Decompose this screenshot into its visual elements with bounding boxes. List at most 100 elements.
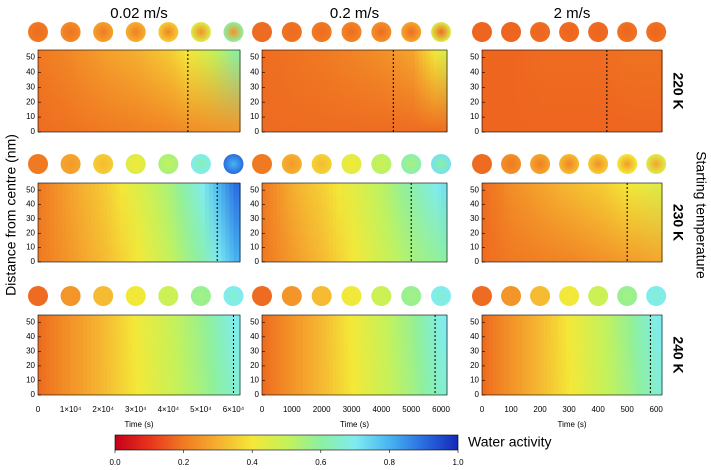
heatmap-strip	[659, 183, 661, 262]
particle	[341, 286, 362, 306]
heatmap-strip	[217, 183, 222, 262]
heatmap-strip	[518, 183, 523, 262]
heatmap-strip	[288, 183, 293, 262]
heatmap-strip	[200, 183, 206, 262]
heatmap-strip	[485, 183, 490, 262]
x-tick-label: 200	[533, 405, 547, 414]
y-axis-label: Distance from centre (nm)	[3, 134, 19, 296]
particle	[158, 286, 179, 306]
heatmap-strip	[525, 183, 530, 262]
y-tick-label: 50	[26, 53, 35, 62]
heatmap-strip	[238, 183, 240, 262]
heatmap-strip	[437, 183, 442, 262]
heatmap-strip	[235, 183, 237, 262]
y-tick-label: 0	[475, 257, 480, 266]
heatmap-strip	[265, 50, 271, 132]
x-axis-label: Time (s)	[124, 420, 153, 429]
heatmap-strip	[652, 315, 657, 395]
heatmap-strip	[291, 315, 297, 395]
heatmap-strip	[503, 183, 509, 262]
panel-frame	[261, 314, 448, 396]
heatmap-strip	[433, 183, 438, 262]
x-tick-label: 6×10⁴	[223, 405, 245, 414]
heatmap-strip	[659, 50, 661, 132]
heatmap-strip	[184, 315, 190, 395]
heatmap-strip	[442, 50, 444, 132]
heatmap-strip	[156, 183, 161, 262]
particle	[588, 286, 609, 306]
heatmap-strip	[514, 183, 519, 262]
particle	[646, 154, 667, 174]
heatmap-strip	[284, 183, 289, 262]
particle	[252, 154, 272, 174]
x-tick-label: 0	[480, 405, 485, 414]
particle	[60, 154, 81, 174]
heatmap-strip	[303, 315, 308, 395]
heatmap-strip	[392, 183, 397, 262]
particle	[223, 286, 244, 306]
heatmap-strip	[388, 183, 394, 262]
particle	[401, 154, 422, 174]
heatmap-strip	[147, 183, 153, 262]
heatmap-strip	[370, 183, 375, 262]
x-tick-label: 400	[591, 405, 605, 414]
particle	[158, 22, 179, 42]
particle	[371, 154, 392, 174]
particle	[158, 154, 179, 174]
x-tick-label: 2×10⁴	[92, 405, 114, 414]
particle	[93, 286, 114, 306]
heatmap-strip	[355, 315, 360, 395]
heatmap-strip	[572, 183, 577, 262]
particle	[646, 22, 667, 42]
heatmap-strip	[594, 315, 599, 395]
heatmap-strip	[351, 50, 356, 132]
heatmap-strip	[657, 183, 659, 262]
heatmap-strip	[579, 315, 585, 395]
heatmap-strip	[78, 183, 84, 262]
heatmap-strip	[659, 315, 662, 395]
heatmap-strip	[310, 315, 315, 395]
heatmap-strip	[234, 183, 236, 262]
x-tick-label: 100	[504, 405, 518, 414]
heatmap-strip	[332, 315, 338, 395]
heatmap-strip	[422, 183, 427, 262]
y-tick-label: 50	[470, 317, 479, 326]
y-tick-label: 40	[26, 332, 35, 341]
heatmap-strip	[444, 183, 447, 262]
heatmap-strip	[561, 50, 567, 132]
y-tick-label: 50	[470, 185, 479, 194]
heatmap-strip	[579, 50, 585, 132]
heatmap-strip	[131, 183, 137, 262]
heatmap-strip	[627, 315, 632, 395]
heatmap-strip	[648, 183, 654, 262]
x-tick-label: 5×10⁴	[190, 405, 212, 414]
heatmap-strip	[442, 315, 444, 395]
heatmap-strip	[329, 183, 334, 262]
heatmap-strip	[590, 183, 596, 262]
heatmap-strip	[340, 183, 345, 262]
heatmap-strip	[265, 183, 271, 262]
heatmap-strip	[558, 50, 563, 132]
heatmap-strip	[280, 183, 285, 262]
heatmap-strip	[411, 315, 416, 395]
heatmap-strip	[269, 50, 274, 132]
heatmap-strip	[229, 315, 235, 395]
heatmap-strip	[627, 50, 632, 132]
particle	[371, 286, 392, 306]
heatmap-strip	[209, 50, 214, 132]
heatmap-strip	[325, 315, 330, 395]
heatmap-strip	[373, 315, 379, 395]
heatmap-strip	[306, 315, 312, 395]
x-tick-label: 5000	[402, 405, 420, 414]
heatmap-strip	[623, 315, 628, 395]
panel-frame	[37, 314, 241, 396]
particle	[472, 22, 492, 42]
heatmap-strip	[54, 50, 59, 132]
heatmap-strip	[38, 183, 43, 262]
heatmap-strip	[225, 50, 231, 132]
heatmap-strip	[127, 50, 133, 132]
particle	[501, 154, 522, 174]
heatmap-strip	[482, 315, 487, 395]
heatmap-strip	[441, 183, 444, 262]
heatmap-strip	[503, 315, 509, 395]
